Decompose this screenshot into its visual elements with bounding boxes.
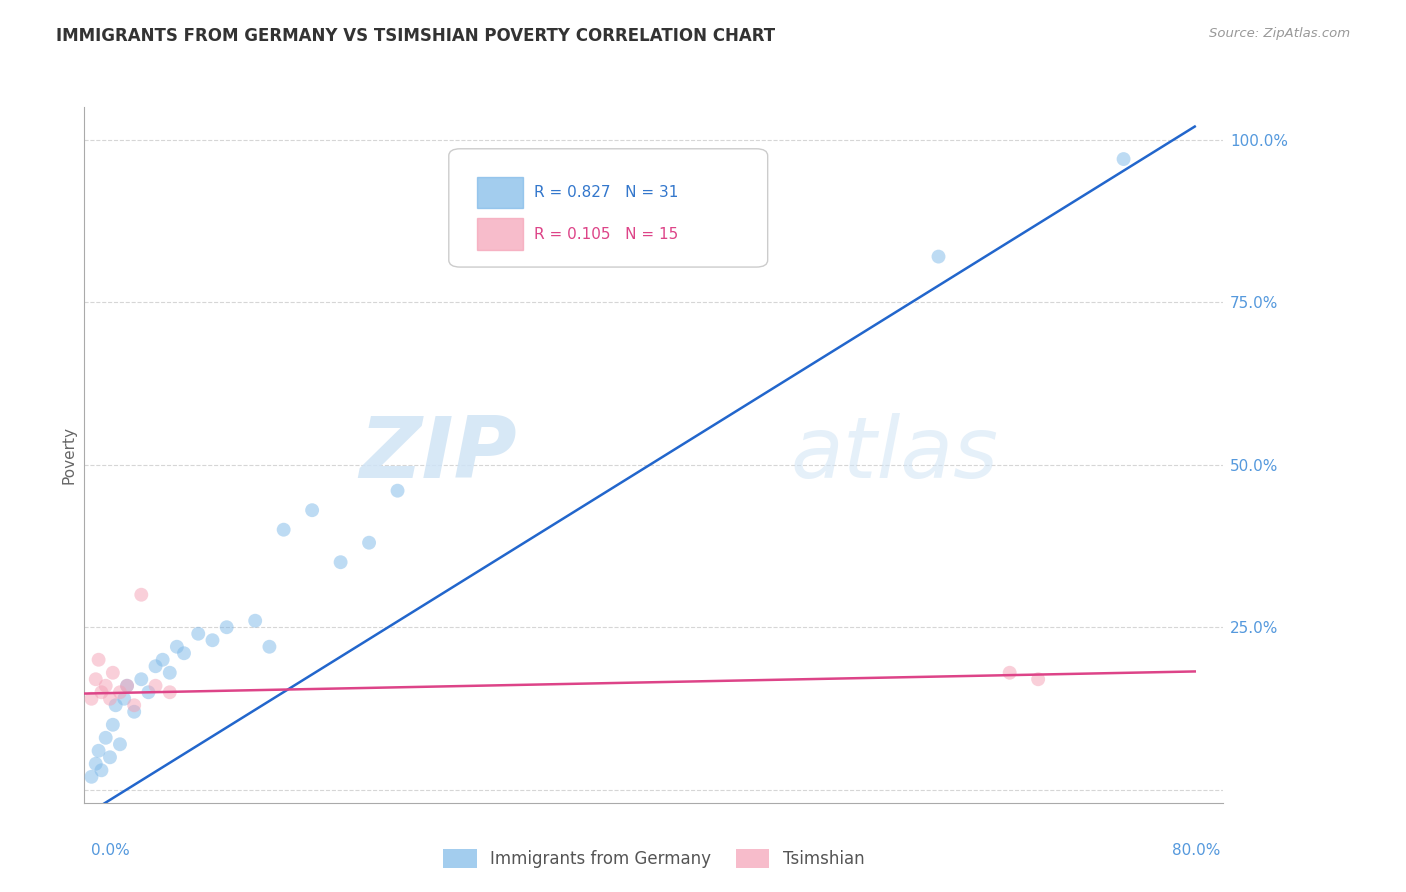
FancyBboxPatch shape xyxy=(477,219,523,250)
Point xyxy=(131,672,153,686)
Point xyxy=(359,535,381,549)
Point xyxy=(84,672,107,686)
Point xyxy=(87,744,110,758)
Point xyxy=(329,555,352,569)
Point xyxy=(187,626,209,640)
Point xyxy=(159,685,181,699)
Point xyxy=(259,640,281,654)
Point xyxy=(101,665,124,680)
Point xyxy=(166,640,188,654)
Point xyxy=(122,698,145,713)
Text: 0.0%: 0.0% xyxy=(91,843,131,858)
Point xyxy=(138,685,160,699)
Point xyxy=(145,659,167,673)
Point xyxy=(122,705,145,719)
Point xyxy=(84,756,107,771)
Point xyxy=(104,698,127,713)
Text: R = 0.105   N = 15: R = 0.105 N = 15 xyxy=(534,227,679,242)
Point xyxy=(273,523,295,537)
Point xyxy=(80,691,103,706)
Point xyxy=(131,588,153,602)
Point xyxy=(1112,152,1135,166)
Point xyxy=(90,685,112,699)
Text: Source: ZipAtlas.com: Source: ZipAtlas.com xyxy=(1209,27,1350,40)
Point xyxy=(159,665,181,680)
Point xyxy=(90,764,112,778)
Legend: Immigrants from Germany, Tsimshian: Immigrants from Germany, Tsimshian xyxy=(437,842,870,874)
Point xyxy=(387,483,409,498)
Point xyxy=(80,770,103,784)
Y-axis label: Poverty: Poverty xyxy=(60,425,76,484)
Point xyxy=(998,665,1021,680)
Point xyxy=(145,679,167,693)
Point xyxy=(112,691,135,706)
Point xyxy=(928,250,950,264)
FancyBboxPatch shape xyxy=(477,177,523,208)
Text: IMMIGRANTS FROM GERMANY VS TSIMSHIAN POVERTY CORRELATION CHART: IMMIGRANTS FROM GERMANY VS TSIMSHIAN POV… xyxy=(56,27,775,45)
Text: R = 0.827   N = 31: R = 0.827 N = 31 xyxy=(534,186,679,200)
Point xyxy=(1026,672,1049,686)
Point xyxy=(115,679,138,693)
Text: 80.0%: 80.0% xyxy=(1173,843,1220,858)
Point xyxy=(94,679,117,693)
Text: atlas: atlas xyxy=(790,413,998,497)
Point xyxy=(215,620,238,634)
Point xyxy=(108,685,131,699)
Point xyxy=(101,718,124,732)
Point xyxy=(301,503,323,517)
Point xyxy=(94,731,117,745)
Point xyxy=(245,614,267,628)
Point xyxy=(152,653,174,667)
Point xyxy=(173,646,195,660)
FancyBboxPatch shape xyxy=(449,149,768,267)
Point xyxy=(98,691,121,706)
Point xyxy=(115,679,138,693)
Point xyxy=(98,750,121,764)
Point xyxy=(201,633,224,648)
Point xyxy=(87,653,110,667)
Point xyxy=(108,737,131,751)
Text: ZIP: ZIP xyxy=(360,413,517,497)
